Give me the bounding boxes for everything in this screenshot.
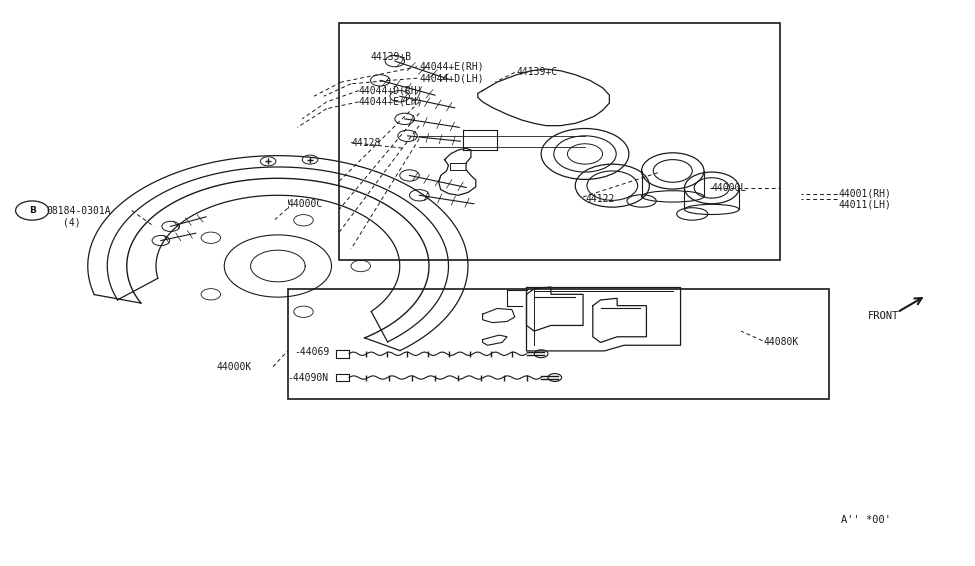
Text: 44011(LH): 44011(LH) bbox=[838, 200, 891, 210]
Text: 44044+E(LH): 44044+E(LH) bbox=[359, 97, 423, 107]
Text: 44044+E(RH): 44044+E(RH) bbox=[419, 62, 484, 72]
Text: 44044+D(RH): 44044+D(RH) bbox=[359, 85, 423, 96]
Text: (4): (4) bbox=[63, 217, 81, 228]
Text: 44122: 44122 bbox=[585, 194, 614, 204]
Text: 44044+D(LH): 44044+D(LH) bbox=[419, 73, 484, 83]
Text: A'' *00': A'' *00' bbox=[841, 514, 891, 525]
Bar bbox=[288, 289, 829, 399]
Text: 08184-0301A: 08184-0301A bbox=[47, 205, 111, 216]
Text: 44000K: 44000K bbox=[216, 362, 252, 372]
Text: FRONT: FRONT bbox=[868, 311, 899, 321]
Text: 44001(RH): 44001(RH) bbox=[838, 188, 891, 199]
Text: 44139+C: 44139+C bbox=[517, 67, 558, 78]
Text: -44090N: -44090N bbox=[288, 373, 329, 383]
Text: 44000C: 44000C bbox=[288, 199, 323, 209]
Text: -44069: -44069 bbox=[294, 347, 330, 357]
Text: 44128: 44128 bbox=[351, 138, 380, 148]
Text: 44080K: 44080K bbox=[763, 337, 799, 348]
Bar bbox=[339, 23, 780, 260]
Text: 44139+B: 44139+B bbox=[370, 52, 411, 62]
Text: B: B bbox=[28, 206, 36, 215]
Text: 44000L: 44000L bbox=[712, 183, 747, 193]
